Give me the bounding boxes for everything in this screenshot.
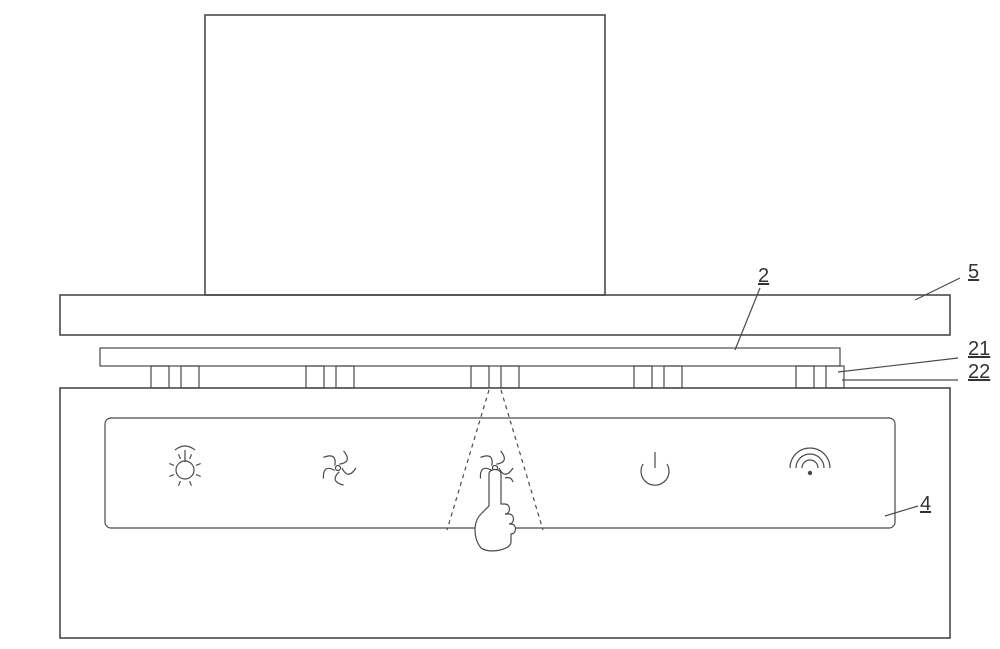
- leader-21: [838, 358, 958, 372]
- sensor-slot-right: [336, 366, 354, 388]
- light-icon[interactable]: [169, 446, 200, 486]
- sensor-slot-left: [151, 366, 169, 388]
- sensor-slot-left: [634, 366, 652, 388]
- sensor-slot-right: [826, 366, 844, 388]
- label-5: 5: [968, 261, 979, 283]
- power-icon[interactable]: [641, 452, 669, 485]
- fan-low-icon[interactable]: [323, 451, 356, 485]
- sensor-slot-right: [181, 366, 199, 388]
- top-plate: [60, 295, 950, 335]
- label-2: 2: [758, 265, 769, 287]
- sensor-slot-right: [501, 366, 519, 388]
- projection-ray-left: [447, 390, 489, 530]
- label-4: 4: [920, 493, 931, 515]
- sensor-bar: [100, 348, 840, 366]
- sensor-slot-left: [796, 366, 814, 388]
- label-21: 21: [968, 338, 990, 360]
- leader-2: [735, 288, 760, 350]
- label-22: 22: [968, 361, 990, 383]
- leader-4: [885, 506, 918, 516]
- sensor-slot-right: [664, 366, 682, 388]
- sensor-slot-left: [306, 366, 324, 388]
- sensor-slot-left: [471, 366, 489, 388]
- leader-5: [915, 278, 960, 300]
- chimney-box: [205, 15, 605, 295]
- hand-icon: [475, 470, 516, 551]
- wifi-icon[interactable]: [790, 448, 830, 475]
